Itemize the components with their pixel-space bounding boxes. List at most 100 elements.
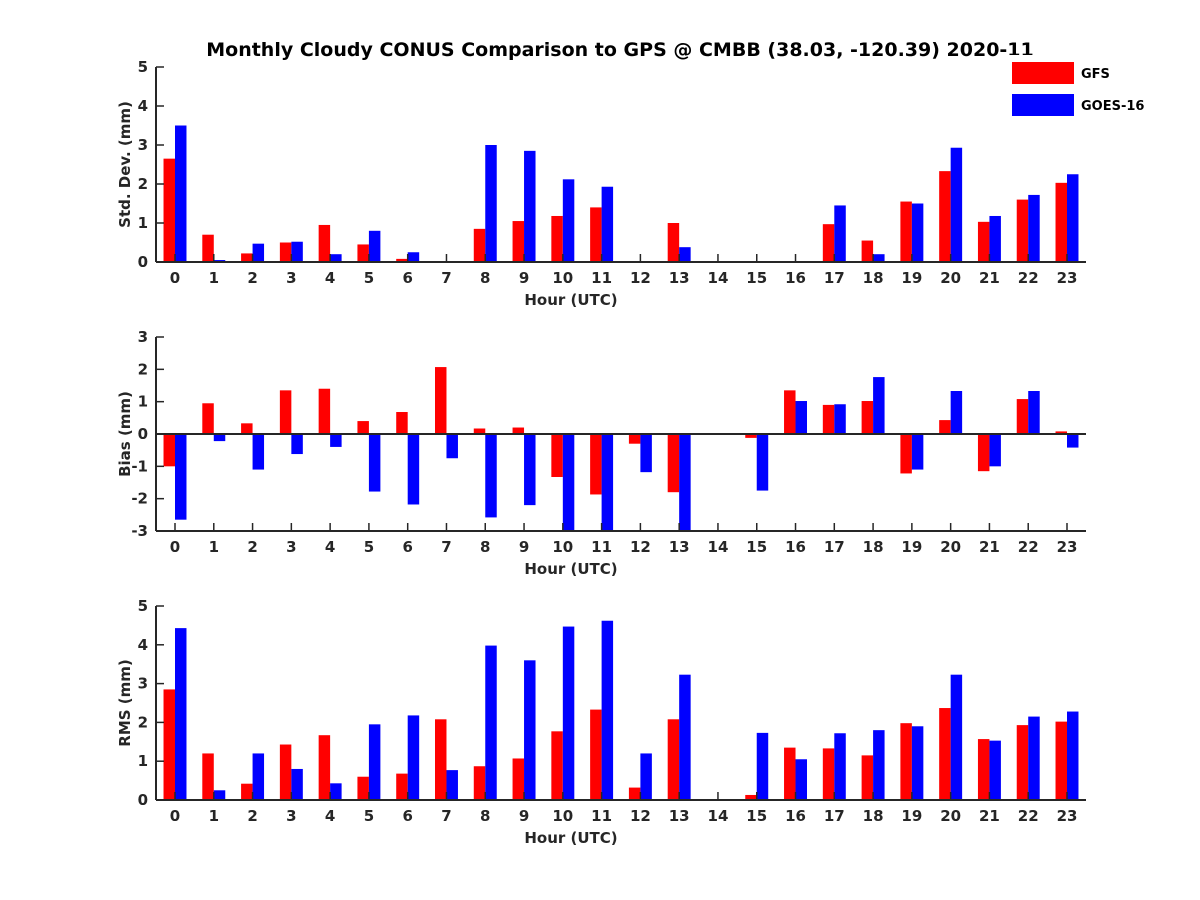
bar-gfs-hour-3 [279, 390, 292, 434]
bar-gfs-hour-22 [1016, 725, 1029, 800]
bar-goes-16-hour-19 [911, 203, 924, 262]
bar-goes-16-hour-23 [1067, 434, 1079, 448]
bar-goes-16-hour-18 [873, 254, 885, 262]
bar-goes-16-hour-15 [756, 434, 769, 491]
bar-goes-16-hour-5 [368, 724, 381, 800]
bar-goes-16-hour-21 [989, 434, 1001, 467]
legend-swatch-goes-16 [1012, 94, 1074, 116]
y-tick-label: -3 [131, 522, 148, 540]
y-tick-label: 2 [138, 175, 148, 193]
bar-gfs-hour-11 [590, 709, 602, 800]
x-tick-label: 19 [901, 807, 922, 825]
x-tick-label: 15 [746, 807, 767, 825]
x-tick-label: 22 [1018, 807, 1039, 825]
bar-goes-16-hour-17 [834, 733, 846, 800]
legend: GFS GOES-16 [1002, 55, 1162, 125]
bar-goes-16-hour-3 [291, 434, 303, 455]
y-tick-label: 4 [138, 97, 148, 115]
y-tick-label: 2 [138, 713, 148, 731]
y-axis-label: RMS (mm) [116, 659, 134, 746]
x-tick-label: 22 [1018, 269, 1039, 287]
bar-gfs-hour-15 [745, 434, 757, 438]
bar-gfs-hour-1 [202, 403, 214, 434]
x-tick-label: 22 [1018, 538, 1039, 556]
bar-goes-16-hour-0 [175, 434, 187, 520]
bar-gfs-hour-23 [1055, 721, 1067, 800]
bar-goes-16-hour-23 [1067, 174, 1079, 262]
bar-gfs-hour-10 [551, 434, 563, 477]
bar-gfs-hour-10 [551, 215, 563, 262]
bar-goes-16-hour-7 [446, 770, 458, 800]
bar-gfs-hour-13 [667, 223, 680, 262]
x-tick-label: 14 [708, 269, 729, 287]
bar-goes-16-hour-11 [601, 620, 614, 800]
x-tick-label: 11 [591, 807, 612, 825]
bar-goes-16-hour-22 [1028, 391, 1040, 434]
x-tick-labels: 0 1 2 3 4 5 6 7 8 9 10 11 12 13 14 15 16 17 18 19 20 21 22 23 [170, 523, 1078, 556]
bar-goes-16-hour-13 [679, 674, 691, 800]
bar-goes-16-hour-16 [795, 401, 807, 434]
y-tick-label: 5 [138, 597, 148, 615]
bar-goes-16-hour-17 [834, 205, 846, 262]
x-tick-label: 14 [708, 538, 729, 556]
bar-gfs-hour-11 [590, 434, 602, 495]
x-tick-label: 3 [286, 538, 296, 556]
bar-gfs-hour-21 [977, 221, 990, 262]
bar-goes-16-hour-0 [175, 125, 187, 262]
bars [163, 367, 1079, 531]
x-tick-label: 6 [402, 538, 412, 556]
x-tick-label: 9 [519, 269, 529, 287]
bar-goes-16-hour-12 [640, 434, 652, 473]
x-tick-label: 23 [1057, 538, 1078, 556]
bar-goes-16-hour-10 [562, 626, 575, 800]
bar-goes-16-hour-18 [873, 377, 885, 434]
x-tick-label: 1 [209, 538, 219, 556]
y-tick-label: 1 [138, 752, 148, 770]
y-tick-label: 3 [138, 136, 148, 154]
y-tick-label: 0 [138, 791, 148, 809]
bar-gfs-hour-18 [861, 401, 874, 434]
bar-goes-16-hour-11 [601, 186, 614, 262]
x-tick-label: 10 [552, 807, 573, 825]
y-tick-label: -2 [131, 490, 148, 508]
bar-gfs-hour-5 [357, 244, 369, 262]
bar-gfs-hour-21 [977, 434, 990, 472]
bar-goes-16-hour-6 [407, 434, 420, 505]
bar-gfs-hour-18 [861, 755, 874, 800]
x-axis-label: Hour (UTC) [524, 291, 617, 309]
bar-goes-16-hour-20 [950, 391, 963, 434]
x-tick-label: 16 [785, 538, 806, 556]
bar-gfs-hour-3 [279, 744, 292, 800]
y-tick-label: 0 [138, 253, 148, 271]
x-tick-label: 11 [591, 269, 612, 287]
x-tick-label: 2 [247, 269, 257, 287]
bar-goes-16-hour-8 [485, 145, 497, 262]
bar-gfs-hour-19 [900, 201, 912, 262]
x-tick-label: 4 [325, 269, 335, 287]
x-tick-label: 7 [441, 269, 451, 287]
x-tick-label: 13 [669, 269, 690, 287]
x-tick-label: 2 [247, 807, 257, 825]
bar-gfs-hour-2 [241, 423, 253, 434]
bar-gfs-hour-22 [1016, 399, 1029, 434]
x-tick-label: 4 [325, 807, 335, 825]
x-tick-label: 5 [364, 538, 374, 556]
bar-goes-16-hour-7 [446, 434, 458, 459]
x-tick-label: 18 [863, 807, 884, 825]
bars [163, 125, 1079, 262]
bar-goes-16-hour-19 [911, 726, 924, 800]
x-tick-label: 9 [519, 538, 529, 556]
x-tick-label: 5 [364, 807, 374, 825]
y-tick-label: 3 [138, 675, 148, 693]
bar-goes-16-hour-2 [252, 753, 265, 800]
bar-gfs-hour-11 [590, 207, 602, 262]
bar-goes-16-hour-4 [330, 783, 342, 800]
bar-goes-16-hour-20 [950, 674, 963, 800]
bar-gfs-hour-17 [822, 404, 835, 434]
bar-goes-16-hour-5 [368, 434, 381, 492]
bar-gfs-hour-15 [745, 794, 757, 800]
bar-goes-16-hour-13 [679, 247, 691, 262]
bar-gfs-hour-2 [241, 253, 253, 262]
